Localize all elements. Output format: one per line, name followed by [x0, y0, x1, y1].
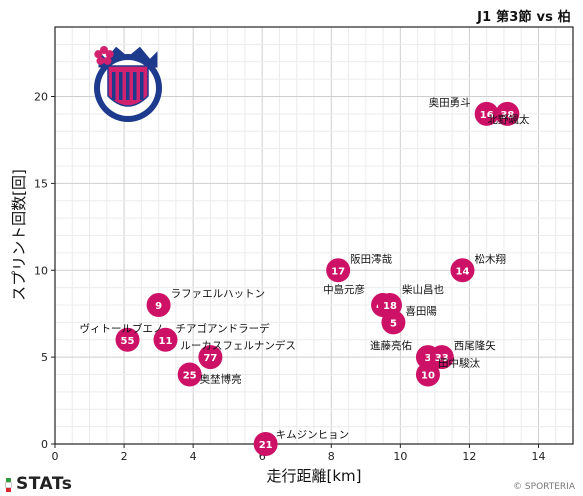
crest-blossom-petal: [100, 46, 108, 54]
plot-frame: [54, 26, 574, 445]
player-number: 11: [159, 336, 173, 347]
y-tick-label: 15: [34, 177, 48, 190]
player-number: 38: [500, 110, 514, 121]
player-marker: [495, 101, 520, 126]
player-name-label: ヴィトールブエノ: [80, 322, 164, 335]
player-name-label: 北野颯太: [487, 113, 529, 126]
player-number: 18: [383, 301, 397, 312]
x-tick-label: 12: [462, 450, 476, 463]
stripe-red: [6, 488, 11, 492]
player-point: 5 喜田陽: [381, 304, 437, 335]
player-marker: [474, 101, 499, 126]
player-point: 16 奥田勇斗: [429, 96, 499, 126]
crest-stripe: [126, 72, 130, 100]
crest-blossom-petal: [96, 56, 105, 65]
player-point: 14 松木翔: [450, 252, 506, 283]
player-number: 5: [390, 318, 397, 329]
player-marker: [198, 345, 223, 370]
player-number: 9: [155, 301, 162, 312]
player-marker: [450, 258, 475, 283]
player-name-label: 奥田勇斗: [429, 96, 471, 109]
player-name-label: 松木翔: [474, 252, 506, 265]
player-number: 17: [331, 266, 345, 277]
player-number: 14: [456, 266, 470, 277]
player-number: 77: [203, 353, 217, 364]
player-number: 3: [424, 353, 431, 364]
crest-stripe: [133, 72, 137, 100]
player-name-label: 柴山昌也: [402, 283, 444, 296]
player-marker: [253, 432, 278, 456]
axes: 0 2 4 6 8 10 12 14 0 5 10 15 20: [34, 26, 574, 463]
player-number: 25: [183, 371, 197, 382]
match-title: J1 第3節 vs 柏: [477, 10, 571, 25]
x-tick-label: 10: [393, 450, 407, 463]
x-tick-label: 6: [259, 450, 266, 463]
player-number: 10: [421, 371, 435, 382]
data-points: 16奥田勇斗38北野颯太17阪田澪哉14松木翔9ラファエルハットン48中島元彦1…: [80, 96, 530, 456]
player-number: 33: [435, 353, 449, 364]
player-number: 21: [259, 440, 273, 451]
player-marker: [146, 293, 171, 317]
player-marker: [381, 310, 406, 335]
crest-stripe: [119, 72, 123, 100]
player-marker: [115, 327, 140, 352]
x-axis-label: 走行距離[km]: [266, 467, 361, 485]
player-point: 17 阪田澪哉: [326, 252, 393, 283]
x-tick-label: 4: [190, 450, 197, 463]
player-marker: [326, 258, 351, 283]
player-name-label: 田中駿汰: [438, 357, 480, 370]
player-name-label: チアゴアンドラーデ: [176, 322, 271, 335]
y-tick-label: 20: [34, 91, 48, 104]
player-point: 25 奥埜博亮: [177, 362, 242, 387]
crest-blossom-petal: [105, 50, 114, 59]
player-name-label: 西尾隆矢: [454, 339, 496, 352]
y-tick-label: 0: [41, 438, 48, 451]
x-tick-label: 2: [121, 450, 128, 463]
player-point: 33 西尾隆矢: [429, 339, 496, 370]
copyright-text: © SPORTERIA: [513, 482, 575, 492]
stripe-white: [5, 482, 12, 488]
crest-stripe: [112, 72, 116, 100]
player-marker: [177, 362, 202, 387]
player-number: 16: [480, 110, 494, 121]
player-name-label: 奥埜博亮: [200, 373, 242, 386]
player-point: 9 ラファエルハットン: [146, 288, 266, 317]
player-number: 55: [121, 336, 135, 347]
crest-blossom-petal: [94, 50, 103, 59]
x-tick-label: 0: [52, 450, 59, 463]
player-name-label: 阪田澪哉: [350, 252, 392, 265]
player-marker: [415, 362, 440, 387]
crest-stripe: [140, 72, 144, 100]
x-tick-label: 8: [328, 450, 335, 463]
x-tick-label: 14: [531, 450, 545, 463]
player-marker: [429, 345, 454, 370]
player-name-label: 喜田陽: [405, 304, 437, 317]
brand-stripe: [5, 478, 12, 492]
stats-brand-logo: STATs: [16, 474, 73, 494]
y-tick-label: 5: [41, 351, 48, 364]
player-name-label: 進藤亮佑: [370, 339, 412, 352]
stripe-green: [6, 478, 11, 482]
player-name-label: ラファエルハットン: [171, 288, 266, 300]
player-marker: [153, 327, 178, 352]
y-tick-label: 10: [34, 264, 48, 277]
player-name-label: ルーカスフェルナンデス: [180, 339, 296, 352]
player-name-label: 中島元彦: [323, 283, 365, 296]
y-axis-label: スプリント回数[回]: [10, 169, 28, 301]
cerezo-crest-logo: [94, 45, 162, 122]
player-name-label: キムジンヒョン: [276, 429, 350, 441]
crest-blossom-petal: [103, 56, 112, 65]
